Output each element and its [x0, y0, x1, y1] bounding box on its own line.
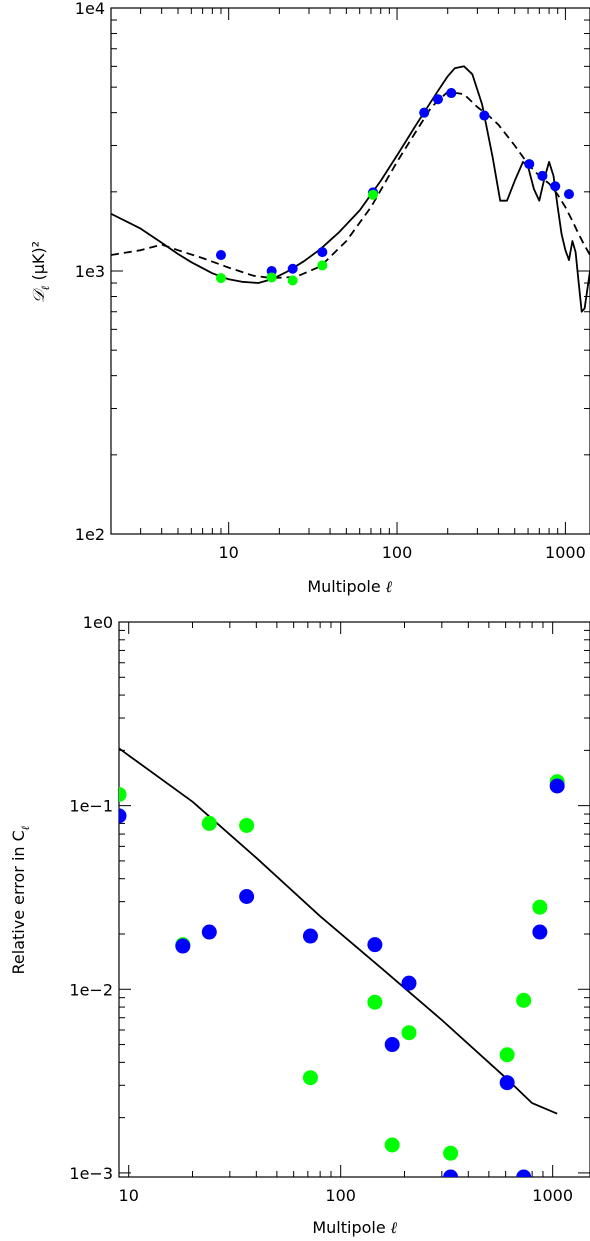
- bottom-plot-frame: [118, 621, 590, 1178]
- bottom-x-axis-label: Multipole ℓ: [312, 1218, 397, 1237]
- top-y-ticks: 1e2 1e3 1e4: [75, 0, 590, 544]
- top-blue-point: [479, 110, 490, 121]
- bot-blue-point: [401, 975, 417, 991]
- bot-blue-point: [532, 924, 548, 940]
- bot-green-point: [384, 1137, 400, 1153]
- top-blue-point: [432, 94, 443, 105]
- top-blue-point: [317, 247, 328, 258]
- bot-y-tick-label: 1e−2: [69, 980, 113, 999]
- top-y-tick-label: 1e2: [75, 525, 105, 544]
- bot-blue-point: [499, 1075, 515, 1091]
- bot-green-point: [201, 815, 217, 831]
- bot-blue-point: [175, 938, 191, 954]
- top-blue-point: [537, 170, 548, 181]
- top-dashed-curve: [111, 90, 590, 279]
- top-green-point: [215, 273, 226, 284]
- bot-green-point: [367, 994, 383, 1010]
- bot-green-point: [499, 1047, 515, 1063]
- top-x-axis-label: Multipole ℓ: [307, 577, 392, 596]
- bot-blue-point: [516, 1169, 532, 1177]
- bot-x-tick-label: 1000: [532, 1186, 573, 1205]
- bot-green-point: [302, 1070, 318, 1086]
- top-x-ticks: 10 100 1000: [110, 8, 586, 562]
- bot-x-tick-label: 100: [325, 1186, 356, 1205]
- bot-solid-curve: [119, 747, 558, 1115]
- top-blue-point: [287, 263, 298, 274]
- top-green-point: [287, 275, 298, 286]
- bot-green-point: [119, 786, 127, 802]
- top-blue-point: [446, 88, 457, 99]
- top-plot-area: [111, 65, 590, 313]
- bottom-x-ticks: 10 100 1000: [118, 622, 573, 1205]
- bot-blue-point: [384, 1037, 400, 1053]
- bot-green-point: [401, 1025, 417, 1041]
- top-panel: 10 100 1000 1e2 1e3 1e4 Multipole ℓ 𝒟ℓ (μK)²: [29, 0, 590, 596]
- top-blue-point: [215, 250, 226, 261]
- top-blue-point: [524, 159, 535, 170]
- bot-y-tick-label: 1e−3: [69, 1164, 113, 1183]
- bottom-panel: 10 100 1000 1e−3 1e−2 1e−1 1e0 Multipole ℓ Re…: [9, 613, 590, 1237]
- top-y-axis-label: 𝒟ℓ (μK)²: [29, 241, 53, 303]
- bot-blue-point: [119, 808, 127, 824]
- bottom-y-axis-label: Relative error in Cℓ: [9, 825, 32, 974]
- top-blue-point: [563, 189, 574, 200]
- top-x-tick-label: 1000: [545, 543, 586, 562]
- top-y-tick-label: 1e4: [75, 0, 105, 18]
- bot-y-tick-label: 1e−1: [69, 797, 113, 816]
- bot-blue-point: [443, 1169, 459, 1177]
- bot-blue-point: [239, 889, 255, 905]
- top-green-point: [266, 272, 277, 283]
- bot-green-point: [516, 992, 532, 1008]
- top-x-tick-label: 100: [382, 543, 413, 562]
- bot-y-tick-label: 1e0: [83, 613, 113, 632]
- bot-green-point: [443, 1145, 459, 1161]
- bottom-plot-area: [119, 747, 565, 1177]
- top-blue-point: [419, 107, 430, 118]
- bot-blue-point: [549, 778, 565, 794]
- bot-blue-point: [302, 928, 318, 944]
- bot-green-point: [239, 817, 255, 833]
- top-x-tick-label: 10: [218, 543, 238, 562]
- top-solid-curve: [111, 65, 590, 313]
- bot-x-tick-label: 10: [119, 1186, 139, 1205]
- bot-blue-point: [367, 937, 383, 953]
- top-green-point: [317, 260, 328, 271]
- top-green-point: [368, 189, 379, 200]
- bottom-y-ticks: 1e−3 1e−2 1e−1 1e0: [69, 613, 590, 1183]
- top-plot-frame: [110, 7, 590, 535]
- top-blue-point: [550, 181, 561, 192]
- bot-blue-point: [201, 924, 217, 940]
- bot-green-point: [532, 899, 548, 915]
- top-y-tick-label: 1e3: [75, 262, 105, 281]
